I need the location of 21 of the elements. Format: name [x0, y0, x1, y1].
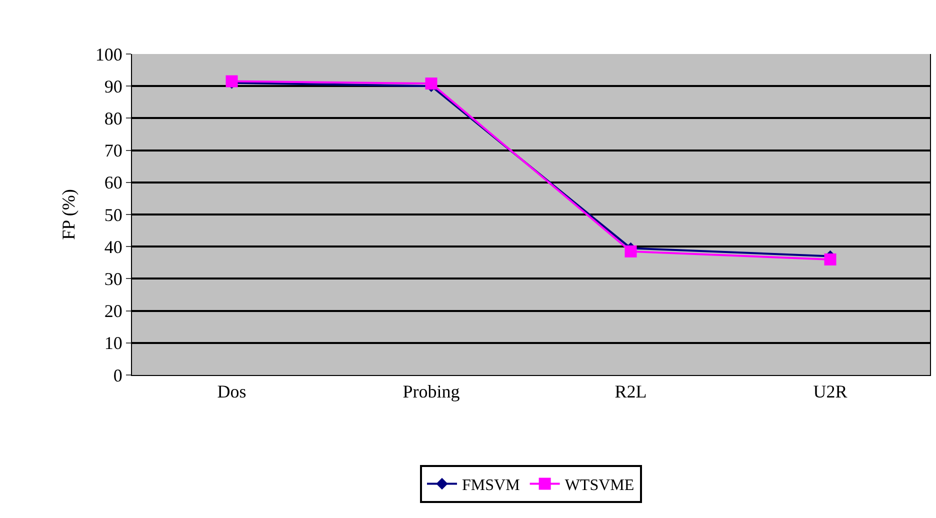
legend-label: FMSVM [462, 477, 520, 494]
x-tick-label: Dos [217, 382, 246, 402]
y-tick-label: 90 [104, 76, 122, 96]
y-axis-title: FP (%) [58, 189, 79, 240]
x-tick-label: R2L [614, 382, 647, 402]
x-tick-label: Probing [402, 382, 460, 402]
y-tick-label: 100 [95, 44, 122, 64]
point [425, 78, 438, 90]
y-tick-label: 30 [104, 269, 122, 289]
legend-label: WTSVME [564, 477, 634, 494]
y-tick-label: 10 [104, 333, 122, 354]
y-tick-label: 0 [113, 365, 122, 386]
x-tick-label: U2R [813, 382, 848, 402]
y-tick-label: 50 [104, 204, 122, 225]
point [824, 253, 836, 266]
y-tick-label: 20 [104, 301, 122, 322]
y-tick-label: 40 [104, 236, 122, 257]
y-tick-label: 80 [104, 108, 122, 128]
y-tick-label: 70 [104, 140, 122, 161]
y-tick-label: 60 [104, 172, 122, 193]
point [624, 245, 637, 258]
